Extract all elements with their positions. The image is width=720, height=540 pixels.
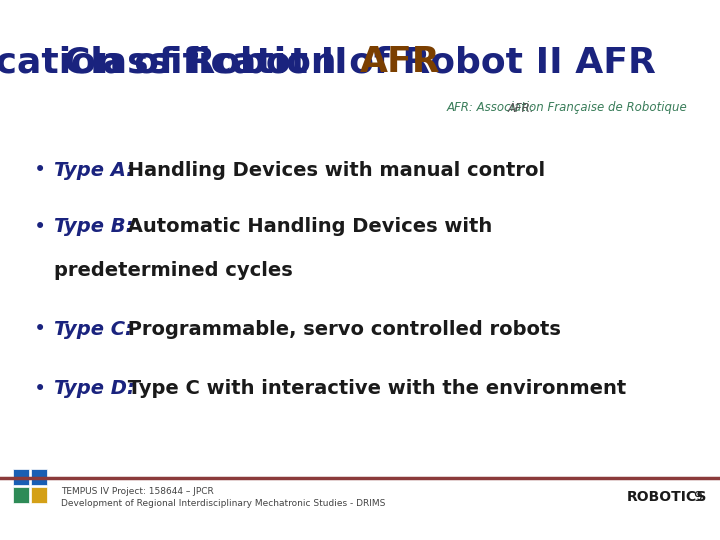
Text: ROBOTICS: ROBOTICS: [626, 490, 707, 504]
Text: Programmable, servo controlled robots: Programmable, servo controlled robots: [120, 320, 560, 339]
Text: Classification of Robot II: Classification of Robot II: [0, 45, 360, 79]
Text: predetermined cycles: predetermined cycles: [54, 260, 293, 280]
Bar: [13, 469, 29, 485]
Text: Automatic Handling Devices with: Automatic Handling Devices with: [120, 217, 492, 237]
Text: Type A:: Type A:: [54, 160, 134, 180]
Text: Type B:: Type B:: [54, 217, 133, 237]
Text: Type D:: Type D:: [54, 379, 135, 399]
Text: Development of Regional Interdisciplinary Mechatronic Studies - DRIMS: Development of Regional Interdisciplinar…: [61, 499, 386, 508]
Text: Handling Devices with manual control: Handling Devices with manual control: [120, 160, 544, 180]
Text: AFR: Association Française de Robotique: AFR: Association Française de Robotique: [447, 102, 688, 114]
Bar: [31, 487, 47, 503]
Text: •: •: [33, 379, 46, 399]
Bar: [31, 469, 47, 485]
Text: TEMPUS IV Project: 158644 – JPCR: TEMPUS IV Project: 158644 – JPCR: [61, 487, 214, 496]
Text: •: •: [33, 160, 46, 180]
Text: •: •: [33, 319, 46, 340]
Text: Type C with interactive with the environment: Type C with interactive with the environ…: [120, 379, 626, 399]
Bar: [13, 487, 29, 503]
Text: AFR: AFR: [360, 45, 441, 79]
Text: Type C:: Type C:: [54, 320, 132, 339]
Text: AFR:: AFR:: [507, 102, 538, 114]
Text: •: •: [33, 217, 46, 237]
Text: 9: 9: [693, 490, 702, 504]
Text: Classification of Robot II AFR: Classification of Robot II AFR: [64, 45, 656, 79]
